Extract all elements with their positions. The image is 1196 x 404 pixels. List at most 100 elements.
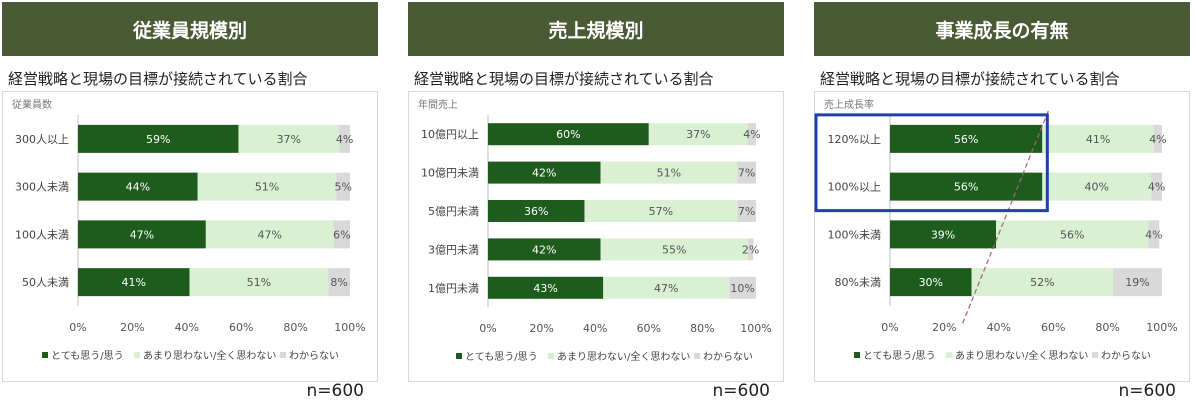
x-tick-label: 80% (283, 321, 307, 334)
bar-segment (747, 238, 754, 261)
x-tick-label: 60% (637, 322, 661, 335)
trend-line (961, 110, 1049, 327)
bar-segment (1042, 124, 1154, 153)
data-label: 8% (330, 276, 347, 289)
data-label: 55% (662, 243, 686, 256)
bar-segment (333, 220, 350, 249)
legend-swatch (42, 352, 48, 358)
data-label: 57% (649, 205, 673, 218)
data-label: 10% (730, 282, 754, 295)
data-label: 51% (247, 276, 271, 289)
legend-swatch (946, 352, 952, 358)
data-label: 60% (556, 128, 580, 141)
x-tick-label: 20% (932, 321, 956, 334)
bar-segment (603, 276, 730, 299)
category-label: 100%以上 (828, 181, 881, 194)
legend-label: とても思う/思う (863, 350, 936, 362)
panel-sales-size: 売上規模別 経営戦略と現場の目標が接続されている割合 年間売上 10億円以上 60%… (408, 0, 784, 404)
highlight-box (814, 113, 1049, 213)
bar-segment (729, 276, 756, 299)
sample-size: n=600 (1118, 381, 1176, 401)
category-label: 300人以上 (15, 133, 69, 146)
axis-title: 売上成長率 (824, 98, 874, 111)
bar-segment (737, 161, 756, 184)
bar-segment (584, 200, 738, 222)
bar-segment (1148, 220, 1160, 249)
data-label: 39% (931, 228, 955, 241)
bar-segment (78, 124, 239, 153)
data-label: 56% (1060, 228, 1084, 241)
bar-segment (890, 172, 1043, 201)
data-label: 40% (1084, 181, 1108, 194)
axis-title: 従業員数 (12, 98, 52, 111)
bar-segment (971, 268, 1114, 297)
legend-label: わからない (703, 351, 753, 363)
bar-segment (78, 172, 198, 201)
bar-segment (996, 220, 1149, 249)
data-label: 51% (657, 167, 681, 180)
category-label: 100%未満 (828, 228, 881, 241)
data-label: 42% (532, 167, 556, 180)
legend-swatch (280, 352, 286, 358)
bar-segment (197, 172, 337, 201)
category-label: 120%以上 (828, 133, 881, 146)
data-label: 7% (738, 205, 755, 218)
data-label: 47% (258, 228, 282, 241)
bar-segment (648, 123, 748, 146)
legend-swatch (1092, 352, 1098, 358)
legend-swatch (134, 352, 140, 358)
bar-segment (600, 238, 748, 261)
x-tick-label: 100% (334, 321, 365, 334)
data-label: 52% (1030, 276, 1054, 289)
bar-segment (1153, 124, 1162, 153)
x-tick-label: 0% (69, 321, 86, 334)
data-label: 51% (255, 181, 279, 194)
data-label: 44% (126, 181, 150, 194)
axis-title: 年間売上 (418, 98, 458, 111)
x-tick-label: 40% (987, 321, 1011, 334)
data-label: 56% (954, 133, 978, 146)
chart-subtitle: 経営戦略と現場の目標が接続されている割合 (820, 70, 1120, 88)
category-label: 50人未満 (22, 276, 69, 289)
data-label: 6% (333, 228, 350, 241)
bar-segment (890, 220, 997, 249)
category-label: 3億円未満 (428, 243, 479, 256)
panel-header: 事業成長の有無 (814, 2, 1190, 56)
panel-header: 売上規模別 (408, 2, 784, 56)
data-label: 59% (146, 133, 170, 146)
bar-segment (205, 220, 334, 249)
data-label: 56% (954, 181, 978, 194)
data-label: 47% (130, 228, 154, 241)
chart-subtitle: 経営戦略と現場の目標が接続されている割合 (414, 70, 714, 88)
legend-label: とても思う/思う (51, 350, 124, 362)
bar-segment (1113, 268, 1162, 297)
bar-segment (78, 220, 206, 249)
x-tick-label: 20% (120, 321, 144, 334)
x-tick-label: 100% (740, 322, 771, 335)
category-label: 100人未満 (15, 228, 69, 241)
data-label: 30% (919, 276, 943, 289)
bar-segment (747, 123, 756, 146)
bar-segment (488, 238, 601, 261)
panel-header: 従業員規模別 (2, 2, 378, 56)
category-label: 80%未満 (835, 276, 881, 289)
legend-label: わからない (289, 350, 339, 362)
bar-segment (488, 276, 604, 299)
x-tick-label: 80% (690, 322, 714, 335)
data-label: 4% (743, 128, 760, 141)
data-label: 37% (686, 128, 710, 141)
legend-label: あまり思わない/全く思わない (557, 350, 690, 363)
x-tick-label: 60% (1041, 321, 1065, 334)
bar-segment (890, 124, 1043, 153)
panel-business-growth: 事業成長の有無 経営戦略と現場の目標が接続されている割合 売上成長率 120%以上… (814, 0, 1190, 404)
bar-segment (1151, 172, 1162, 201)
data-label: 7% (738, 167, 755, 180)
bar-segment (488, 123, 649, 146)
x-tick-label: 0% (479, 322, 496, 335)
data-label: 19% (1125, 276, 1149, 289)
x-tick-label: 40% (583, 322, 607, 335)
sample-size: n=600 (712, 381, 770, 401)
legend-swatch (694, 353, 700, 359)
bar-segment (238, 124, 340, 153)
data-label: 4% (1149, 133, 1166, 146)
